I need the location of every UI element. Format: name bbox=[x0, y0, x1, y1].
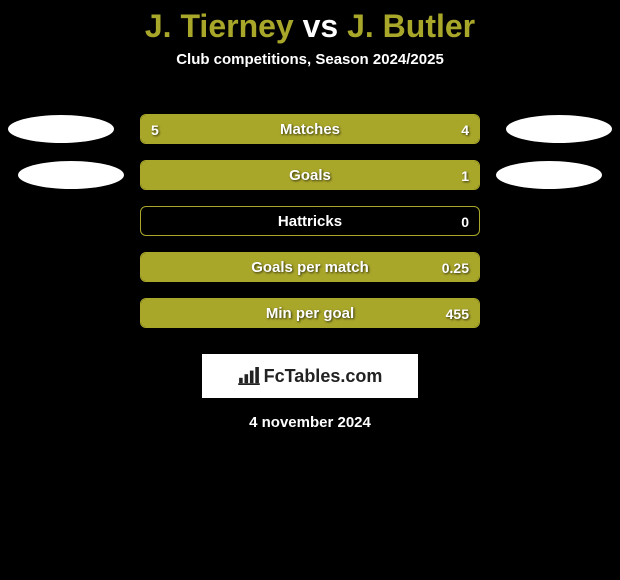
stat-label: Hattricks bbox=[141, 207, 479, 236]
stat-bar: Matches5 4 bbox=[140, 114, 480, 144]
player1-name: J. Tierney bbox=[145, 8, 294, 44]
stat-value-left: 5 bbox=[151, 115, 159, 144]
stat-bar: Goals per match0.25 bbox=[140, 252, 480, 282]
player-badge-left bbox=[18, 161, 124, 189]
vs-text: vs bbox=[303, 8, 339, 44]
stat-row: Hattricks0 bbox=[0, 198, 620, 244]
player-badge-right bbox=[506, 115, 612, 143]
stat-value-right: 455 bbox=[446, 299, 469, 328]
stat-value-right: 0.25 bbox=[442, 253, 469, 282]
footer-date: 4 november 2024 bbox=[0, 414, 620, 431]
stat-row: Goals per match0.25 bbox=[0, 244, 620, 290]
stat-label: Matches bbox=[141, 115, 479, 144]
stat-value-right: 0 bbox=[461, 207, 469, 236]
stat-row: Matches5 4 bbox=[0, 106, 620, 152]
stat-bar: Min per goal455 bbox=[140, 298, 480, 328]
stat-value-right: 4 bbox=[461, 115, 469, 144]
stat-label: Min per goal bbox=[141, 299, 479, 328]
stat-label: Goals per match bbox=[141, 253, 479, 282]
stat-row: Min per goal455 bbox=[0, 290, 620, 336]
subtitle: Club competitions, Season 2024/2025 bbox=[0, 51, 620, 68]
stats-content: Matches5 4 Goals1 Hattricks0 Goals per match… bbox=[0, 106, 620, 336]
stat-label: Goals bbox=[141, 161, 479, 190]
bar-chart-icon bbox=[238, 367, 260, 385]
fctables-logo[interactable]: FcTables.com bbox=[202, 354, 418, 398]
stat-bar: Hattricks0 bbox=[140, 206, 480, 236]
stat-bar: Goals1 bbox=[140, 160, 480, 190]
stat-value-right: 1 bbox=[461, 161, 469, 190]
logo-text: FcTables.com bbox=[264, 366, 383, 387]
player-badge-right bbox=[496, 161, 602, 189]
player-badge-left bbox=[8, 115, 114, 143]
comparison-title: J. Tierney vs J. Butler bbox=[0, 0, 620, 45]
stat-row: Goals1 bbox=[0, 152, 620, 198]
player2-name: J. Butler bbox=[347, 8, 475, 44]
